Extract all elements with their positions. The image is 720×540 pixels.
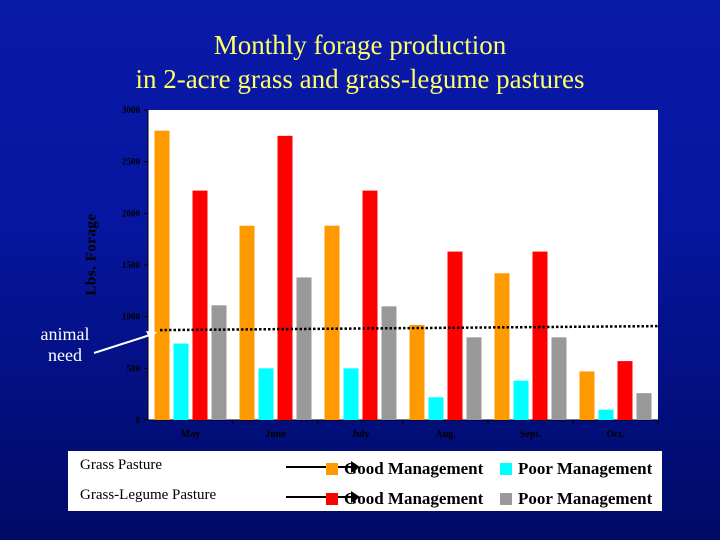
legend-item-legume-poor: Poor Management — [500, 489, 652, 509]
legend-swatch — [500, 463, 512, 475]
animal-need-line-1: animal — [40, 324, 90, 344]
y-tick-label: 3000 — [122, 105, 141, 115]
arrow-icon — [286, 491, 360, 503]
animal-need-arrow — [93, 334, 151, 354]
bar — [277, 135, 293, 421]
x-tick-label: June — [265, 429, 286, 440]
bar — [324, 225, 340, 420]
y-tick-label: 2500 — [122, 157, 141, 167]
bar — [381, 306, 397, 420]
bar — [362, 190, 378, 420]
legend: Grass Pasture Good Management Poor Manag… — [68, 451, 662, 511]
plot-area — [148, 110, 658, 420]
arrow-icon — [286, 461, 360, 473]
bar — [154, 130, 170, 420]
bar — [494, 273, 510, 420]
animal-need-note: animal need — [30, 324, 100, 366]
legend-swatch — [326, 493, 338, 505]
legend-row-label: Grass Pasture — [80, 457, 163, 473]
x-tick-label: May — [181, 429, 200, 440]
legend-row-grass-legume: Grass-Legume Pasture Good Management Poo… — [68, 483, 662, 511]
y-tick-label: 500 — [127, 363, 141, 373]
y-tick-label: 0 — [136, 415, 141, 425]
bar — [636, 393, 652, 420]
legend-label: Poor Management — [518, 459, 653, 478]
bar — [409, 324, 425, 420]
legend-row-grass: Grass Pasture Good Management Poor Manag… — [68, 453, 662, 481]
bar — [447, 251, 463, 420]
y-tick-label: 1500 — [122, 260, 141, 270]
legend-label: Good Management — [344, 489, 484, 508]
legend-swatch — [500, 493, 512, 505]
x-tick-label: July — [351, 429, 369, 440]
bar — [617, 361, 633, 420]
bar — [579, 371, 595, 420]
bar — [192, 190, 208, 420]
legend-label: Poor Management — [518, 489, 653, 508]
animal-need-line-2: need — [48, 345, 82, 365]
bar — [239, 225, 255, 420]
x-tick-label: Aug. — [435, 429, 456, 440]
bar — [343, 368, 359, 420]
legend-row-label: Grass-Legume Pasture — [80, 487, 217, 503]
legend-item-grass-poor: Poor Management — [500, 459, 652, 479]
bar — [428, 397, 444, 420]
bar — [173, 343, 189, 420]
legend-item-legume-good: Good Management — [326, 489, 483, 509]
y-tick-label: 2000 — [122, 208, 141, 218]
legend-label: Good Management — [344, 459, 484, 478]
bar — [598, 409, 614, 420]
title-line-2: in 2-acre grass and grass-legume pasture… — [135, 64, 585, 94]
title-line-1: Monthly forage production — [213, 30, 507, 60]
y-tick-label: 1000 — [122, 312, 141, 322]
arrowhead-icon — [146, 331, 157, 340]
legend-item-grass-good: Good Management — [326, 459, 483, 479]
bar — [258, 368, 274, 420]
x-tick-label: Oct. — [606, 429, 625, 440]
bar — [532, 251, 548, 420]
chart-title: Monthly forage production in 2-acre gras… — [0, 28, 720, 96]
legend-swatch — [326, 463, 338, 475]
bar — [513, 380, 529, 420]
animal-need-line — [159, 324, 661, 332]
x-tick-label: Sept. — [520, 429, 542, 440]
bar — [296, 277, 312, 420]
bar — [551, 337, 567, 420]
bar — [466, 337, 482, 420]
bar — [211, 305, 227, 420]
